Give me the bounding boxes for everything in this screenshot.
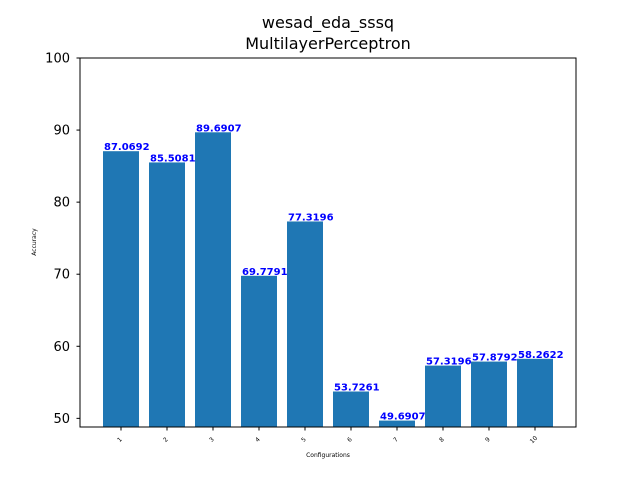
data-label-7: 49.6907 [380,412,426,423]
x-tick-label: 1 [116,436,124,444]
x-axis: 1 2 3 4 5 6 7 8 9 10 [116,427,539,445]
y-tick-label: 80 [53,196,70,211]
y-axis: 50 60 70 80 90 100 [45,52,80,427]
bar-6 [333,391,369,427]
x-tick-label: 9 [484,436,492,444]
x-tick-label: 6 [346,436,354,444]
data-label-9: 57.8792 [472,353,518,364]
y-axis-label: Accuracy [31,228,38,256]
bar-10 [517,358,553,427]
y-tick-label: 60 [53,340,70,355]
bar-5 [287,221,323,427]
y-tick-label: 50 [53,412,70,427]
bar-1 [103,151,139,427]
chart-title: wesad_eda_sssq [262,13,394,33]
data-label-1: 87.0692 [104,142,150,153]
x-tick-label: 4 [254,436,262,444]
data-label-10: 58.2622 [518,350,564,361]
bar-3 [195,132,231,428]
bar-7 [379,420,415,427]
x-axis-label: Configurations [306,452,350,459]
y-tick-label: 90 [53,124,70,139]
chart-subtitle: MultilayerPerceptron [245,34,411,53]
bars-layer [103,132,553,428]
x-tick-label: 2 [162,436,170,444]
bar-2 [149,162,185,427]
plot-frame [79,57,577,428]
data-label-8: 57.3196 [426,357,472,368]
data-label-2: 85.5081 [150,153,196,164]
x-tick-label: 5 [300,436,308,444]
x-tick-label: 8 [438,436,446,444]
bar-4 [241,275,277,427]
x-tick-label: 7 [392,436,400,444]
y-tick-label: 100 [45,52,70,67]
data-label-3: 89.6907 [196,123,242,134]
bar-9 [471,361,507,427]
x-tick-label: 3 [208,436,216,444]
y-tick-label: 70 [53,268,70,283]
data-label-6: 53.7261 [334,382,380,393]
data-label-5: 77.3196 [288,212,334,223]
x-tick-label: 10 [529,435,539,445]
bar-8 [425,365,461,427]
data-label-4: 69.7791 [242,267,288,278]
